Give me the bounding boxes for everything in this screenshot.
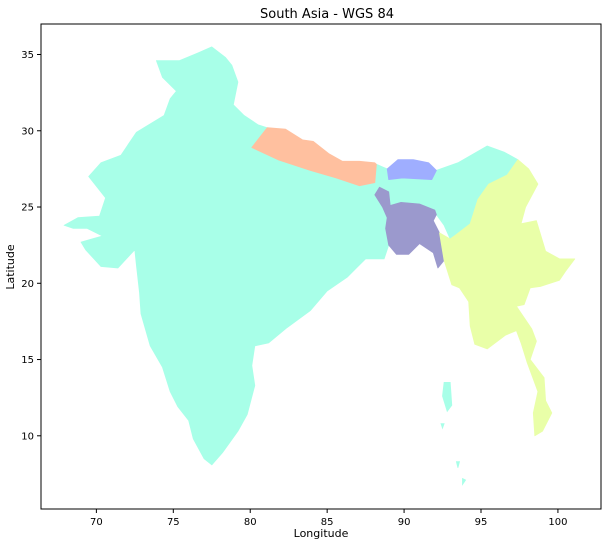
- x-tick-label: 95: [475, 517, 488, 528]
- y-tick-label: 20: [21, 279, 34, 290]
- map-region-3: [386, 159, 437, 181]
- y-axis-label: Latitude: [4, 244, 17, 290]
- x-tick-label: 80: [244, 517, 257, 528]
- x-tick-label: 90: [398, 517, 411, 528]
- y-tick-label: 10: [21, 431, 34, 442]
- x-axis-ticks: 70 75 80 85 90 95 100: [90, 509, 567, 528]
- y-axis-ticks: 10 15 20 25 30 35: [21, 50, 41, 442]
- y-tick-label: 35: [21, 50, 34, 61]
- map-island-1: [442, 381, 453, 413]
- map-region-4: [374, 186, 445, 269]
- x-tick-label: 70: [90, 517, 103, 528]
- x-tick-label: 75: [167, 517, 180, 528]
- map-region-5: [439, 159, 576, 437]
- map-island-3: [455, 461, 461, 468]
- map-island-4: [462, 477, 467, 486]
- y-tick-label: 30: [21, 126, 34, 137]
- map-region-1: [63, 46, 519, 466]
- y-tick-label: 25: [21, 203, 34, 214]
- plot-frame: [40, 23, 602, 510]
- map-region-2: [251, 127, 377, 187]
- map-island-2: [440, 423, 445, 430]
- map-title: South Asia - WGS 84: [260, 7, 394, 22]
- x-tick-label: 100: [548, 517, 567, 528]
- y-tick-label: 15: [21, 355, 34, 366]
- x-tick-label: 85: [321, 517, 334, 528]
- x-axis-label: Longitude: [294, 527, 349, 540]
- regions-layer: [63, 46, 576, 486]
